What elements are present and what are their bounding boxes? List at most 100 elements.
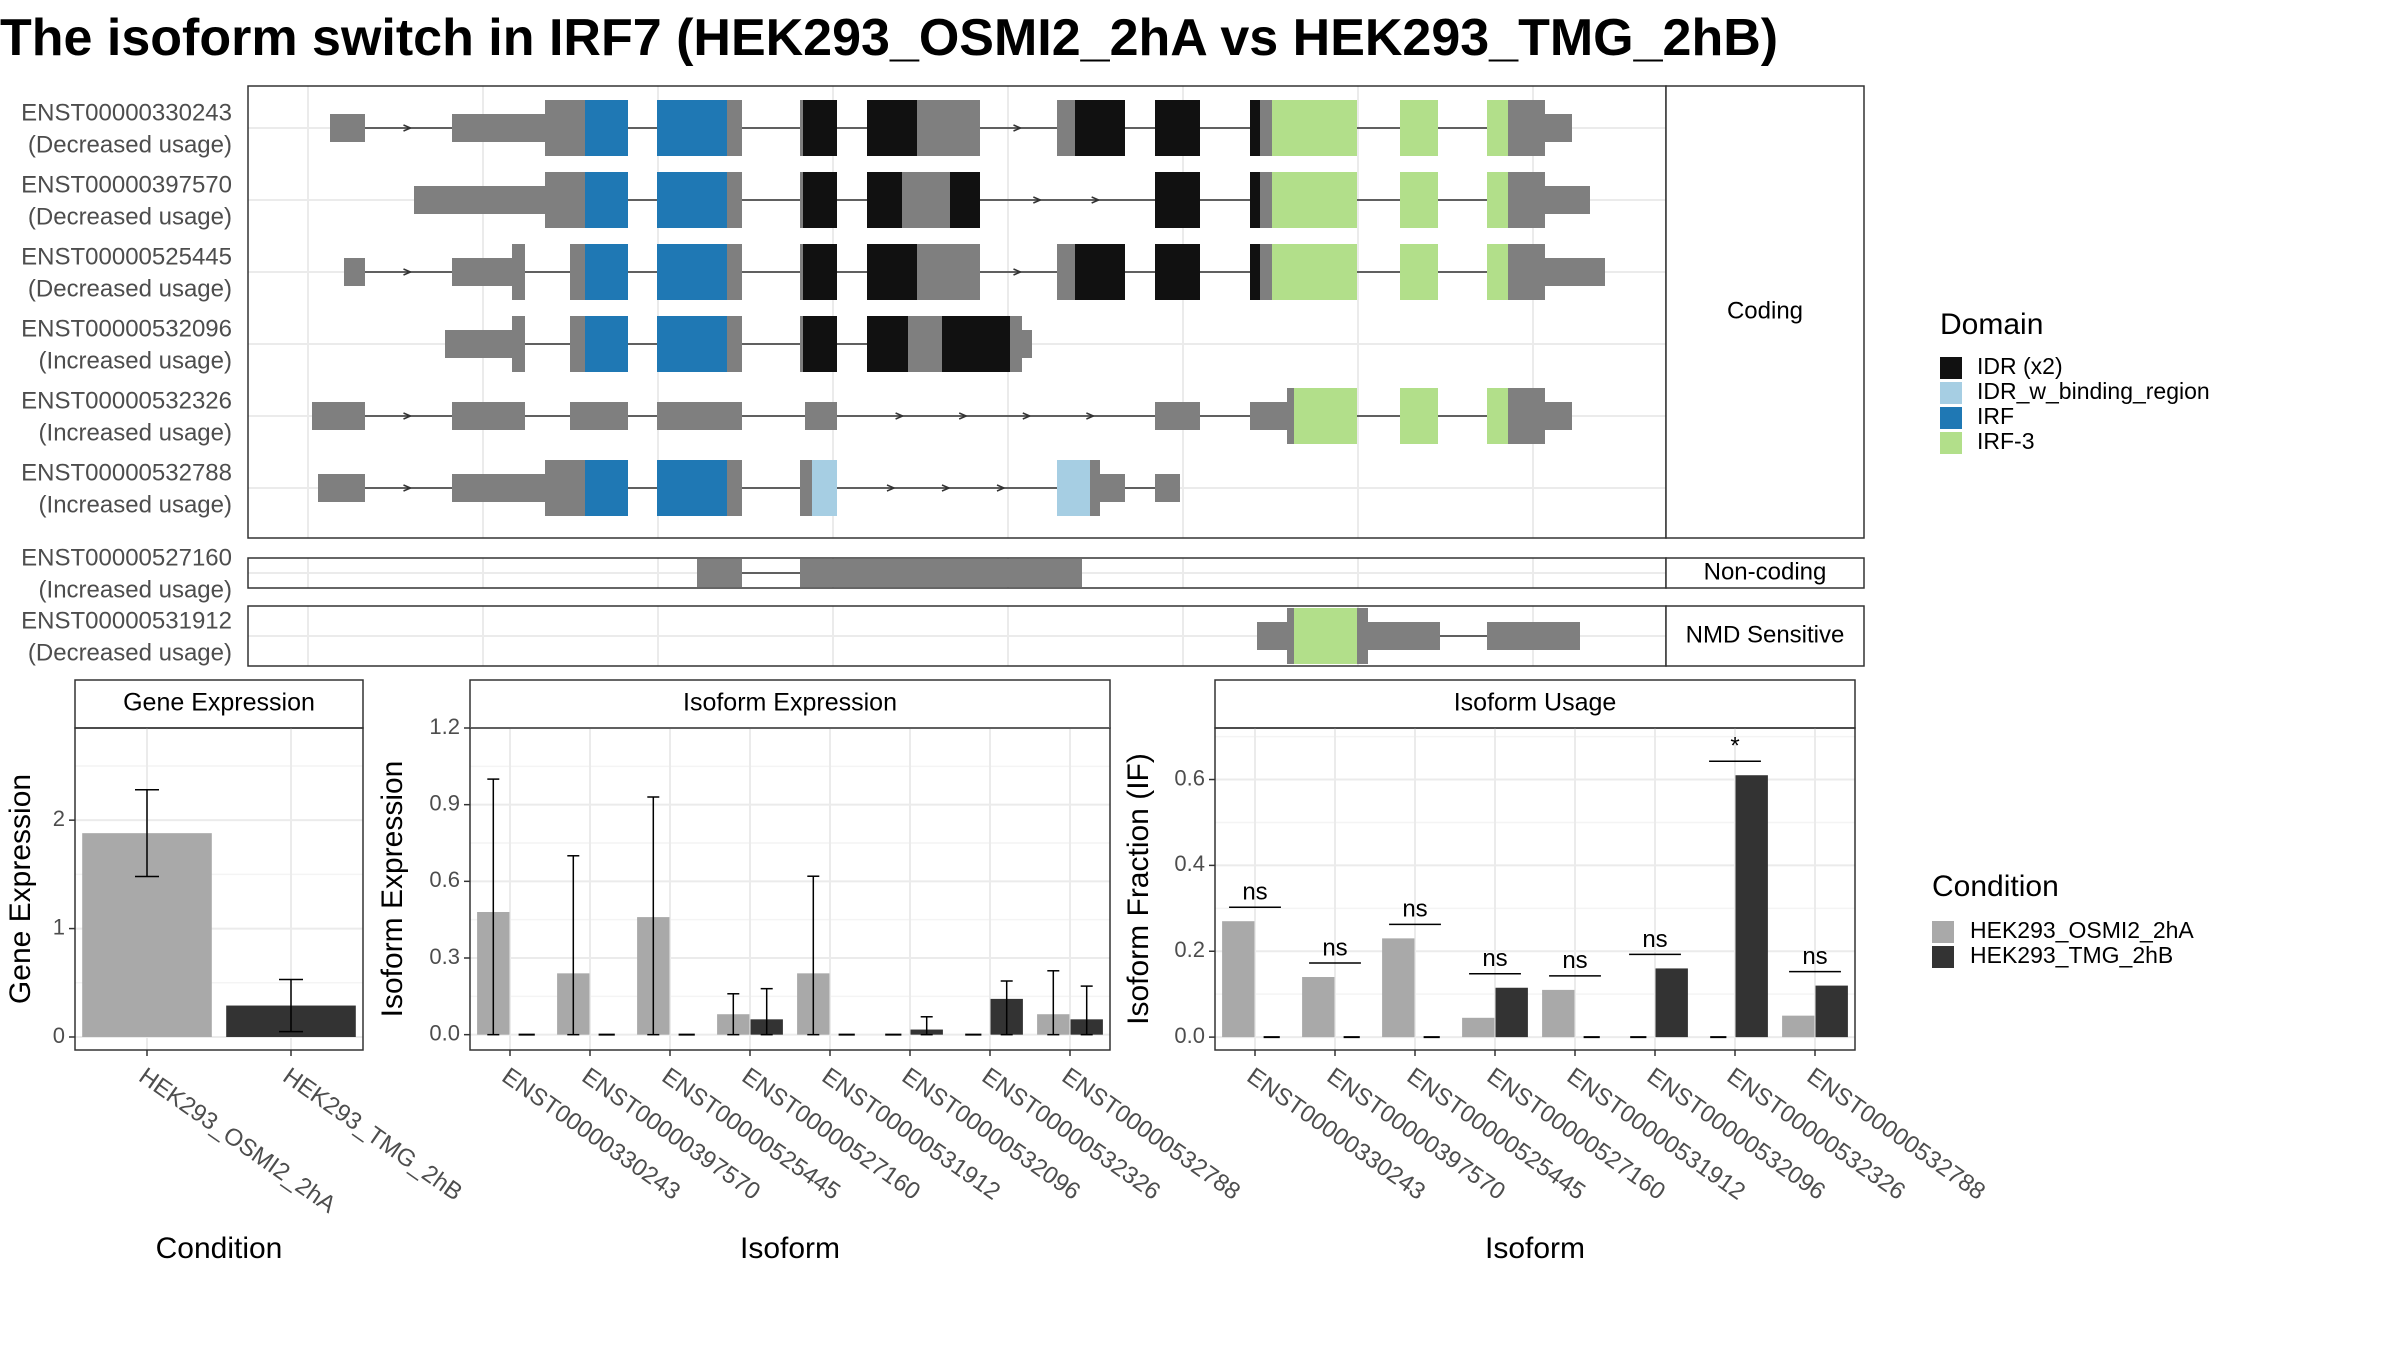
domain-idr-x2--block xyxy=(1155,100,1200,156)
utr-block xyxy=(1545,258,1605,286)
y-tick-label: 1 xyxy=(53,914,65,939)
utr-block xyxy=(452,402,525,430)
exon-block xyxy=(917,100,980,156)
data-bar xyxy=(1462,1017,1495,1038)
domain-irf-block xyxy=(657,316,727,372)
domain-idr-x2--block xyxy=(867,172,902,228)
utr-block xyxy=(805,402,837,430)
domain-legend-swatch xyxy=(1940,382,1962,404)
intron-direction-arrow xyxy=(1091,196,1101,204)
intron-direction-arrow xyxy=(1086,412,1096,420)
utr-block xyxy=(800,559,1082,587)
data-bar xyxy=(1302,977,1335,1038)
y-tick-label: 0.6 xyxy=(429,867,460,892)
domain-idr-x2--block xyxy=(867,244,917,300)
domain-idr-w-binding-region-block xyxy=(812,460,837,516)
exon-block xyxy=(727,100,742,156)
y-tick-label: 0.0 xyxy=(429,1020,460,1045)
domain-legend-swatch xyxy=(1940,432,1962,454)
chart-panel-border xyxy=(1214,727,1856,1051)
domain-idr-x2--block xyxy=(1075,244,1125,300)
domain-idr-x2--block xyxy=(867,316,908,372)
domain-irf-3-block xyxy=(1487,388,1508,444)
exon-block xyxy=(1057,244,1075,300)
y-tick-label: 1.2 xyxy=(429,714,460,739)
domain-idr-x2--block xyxy=(1250,100,1260,156)
domain-irf-block xyxy=(585,316,628,372)
exon-block xyxy=(545,172,585,228)
y-tick-label: 0.3 xyxy=(429,944,460,969)
exon-block xyxy=(1508,100,1545,156)
domain-legend-label: IRF-3 xyxy=(1977,428,2035,454)
significance-label: ns xyxy=(1802,943,1827,970)
utr-block xyxy=(1100,474,1125,502)
exon-block xyxy=(917,244,980,300)
domain-irf-block xyxy=(657,244,727,300)
exon-block xyxy=(800,100,803,156)
domain-irf-block xyxy=(585,460,628,516)
domain-irf-3-block xyxy=(1400,172,1438,228)
utr-block xyxy=(414,186,545,214)
domain-legend-label: IDR (x2) xyxy=(1977,353,2063,379)
data-bar xyxy=(1542,989,1575,1038)
utr-block xyxy=(445,330,512,358)
domain-irf-3-block xyxy=(1400,388,1438,444)
panel-strip-label: NMD Sensitive xyxy=(1686,621,1845,648)
significance-label: ns xyxy=(1642,926,1667,953)
y-tick-label: 0.0 xyxy=(1174,1023,1205,1048)
isoform-id-label: ENST00000531912 xyxy=(21,607,232,634)
exon-block xyxy=(908,316,942,372)
exon-block xyxy=(570,244,585,300)
domain-idr-x2--block xyxy=(1250,244,1260,300)
domain-irf-3-block xyxy=(1400,244,1438,300)
utr-block xyxy=(312,402,365,430)
data-bar xyxy=(1815,985,1848,1038)
domain-irf-3-block xyxy=(1487,172,1508,228)
condition-legend-swatch xyxy=(1932,921,1954,943)
y-tick-label: 0.4 xyxy=(1174,851,1205,876)
utr-block xyxy=(318,474,365,502)
exon-block xyxy=(1287,608,1294,664)
utr-block xyxy=(1155,402,1200,430)
utr-block xyxy=(452,474,545,502)
chart-title-strip xyxy=(74,679,364,729)
y-axis-title: Gene Expression xyxy=(4,774,37,1004)
exon-block xyxy=(1090,460,1100,516)
exon-block xyxy=(727,172,742,228)
utr-block xyxy=(657,402,742,430)
condition-legend-title: Condition xyxy=(1932,870,2059,903)
exon-block xyxy=(800,244,803,300)
domain-irf-block xyxy=(657,460,727,516)
data-bar xyxy=(1222,921,1255,1038)
intron-direction-arrow xyxy=(1013,268,1023,276)
domain-idr-x2--block xyxy=(1075,100,1125,156)
domain-irf-block xyxy=(657,100,727,156)
domain-irf-3-block xyxy=(1487,244,1508,300)
significance-label: ns xyxy=(1482,945,1507,972)
exon-block xyxy=(1260,172,1272,228)
exon-block xyxy=(902,172,950,228)
exon-block xyxy=(545,100,585,156)
exon-block xyxy=(1357,608,1368,664)
domain-idr-w-binding-region-block xyxy=(1057,460,1090,516)
exon-block xyxy=(1508,388,1545,444)
y-tick-label: 0.9 xyxy=(429,790,460,815)
data-bar xyxy=(1655,968,1688,1038)
data-bar xyxy=(1382,938,1415,1038)
isoform-usage-label: (Decreased usage) xyxy=(28,275,232,302)
domain-idr-x2--block xyxy=(950,172,980,228)
isoform-usage-label: (Increased usage) xyxy=(39,347,232,374)
significance-label: ns xyxy=(1402,896,1427,923)
x-axis-title: Condition xyxy=(156,1232,283,1265)
intron-direction-arrow xyxy=(958,412,969,420)
domain-irf-3-block xyxy=(1272,172,1357,228)
exon-block xyxy=(1260,100,1272,156)
exon-block xyxy=(1508,172,1545,228)
domain-legend-title: Domain xyxy=(1940,308,2043,341)
domain-idr-x2--block xyxy=(803,244,837,300)
y-tick-label: 0.6 xyxy=(1174,765,1205,790)
domain-idr-x2--block xyxy=(803,172,837,228)
domain-idr-x2--block xyxy=(1155,172,1200,228)
intron-direction-arrow xyxy=(1013,124,1023,132)
